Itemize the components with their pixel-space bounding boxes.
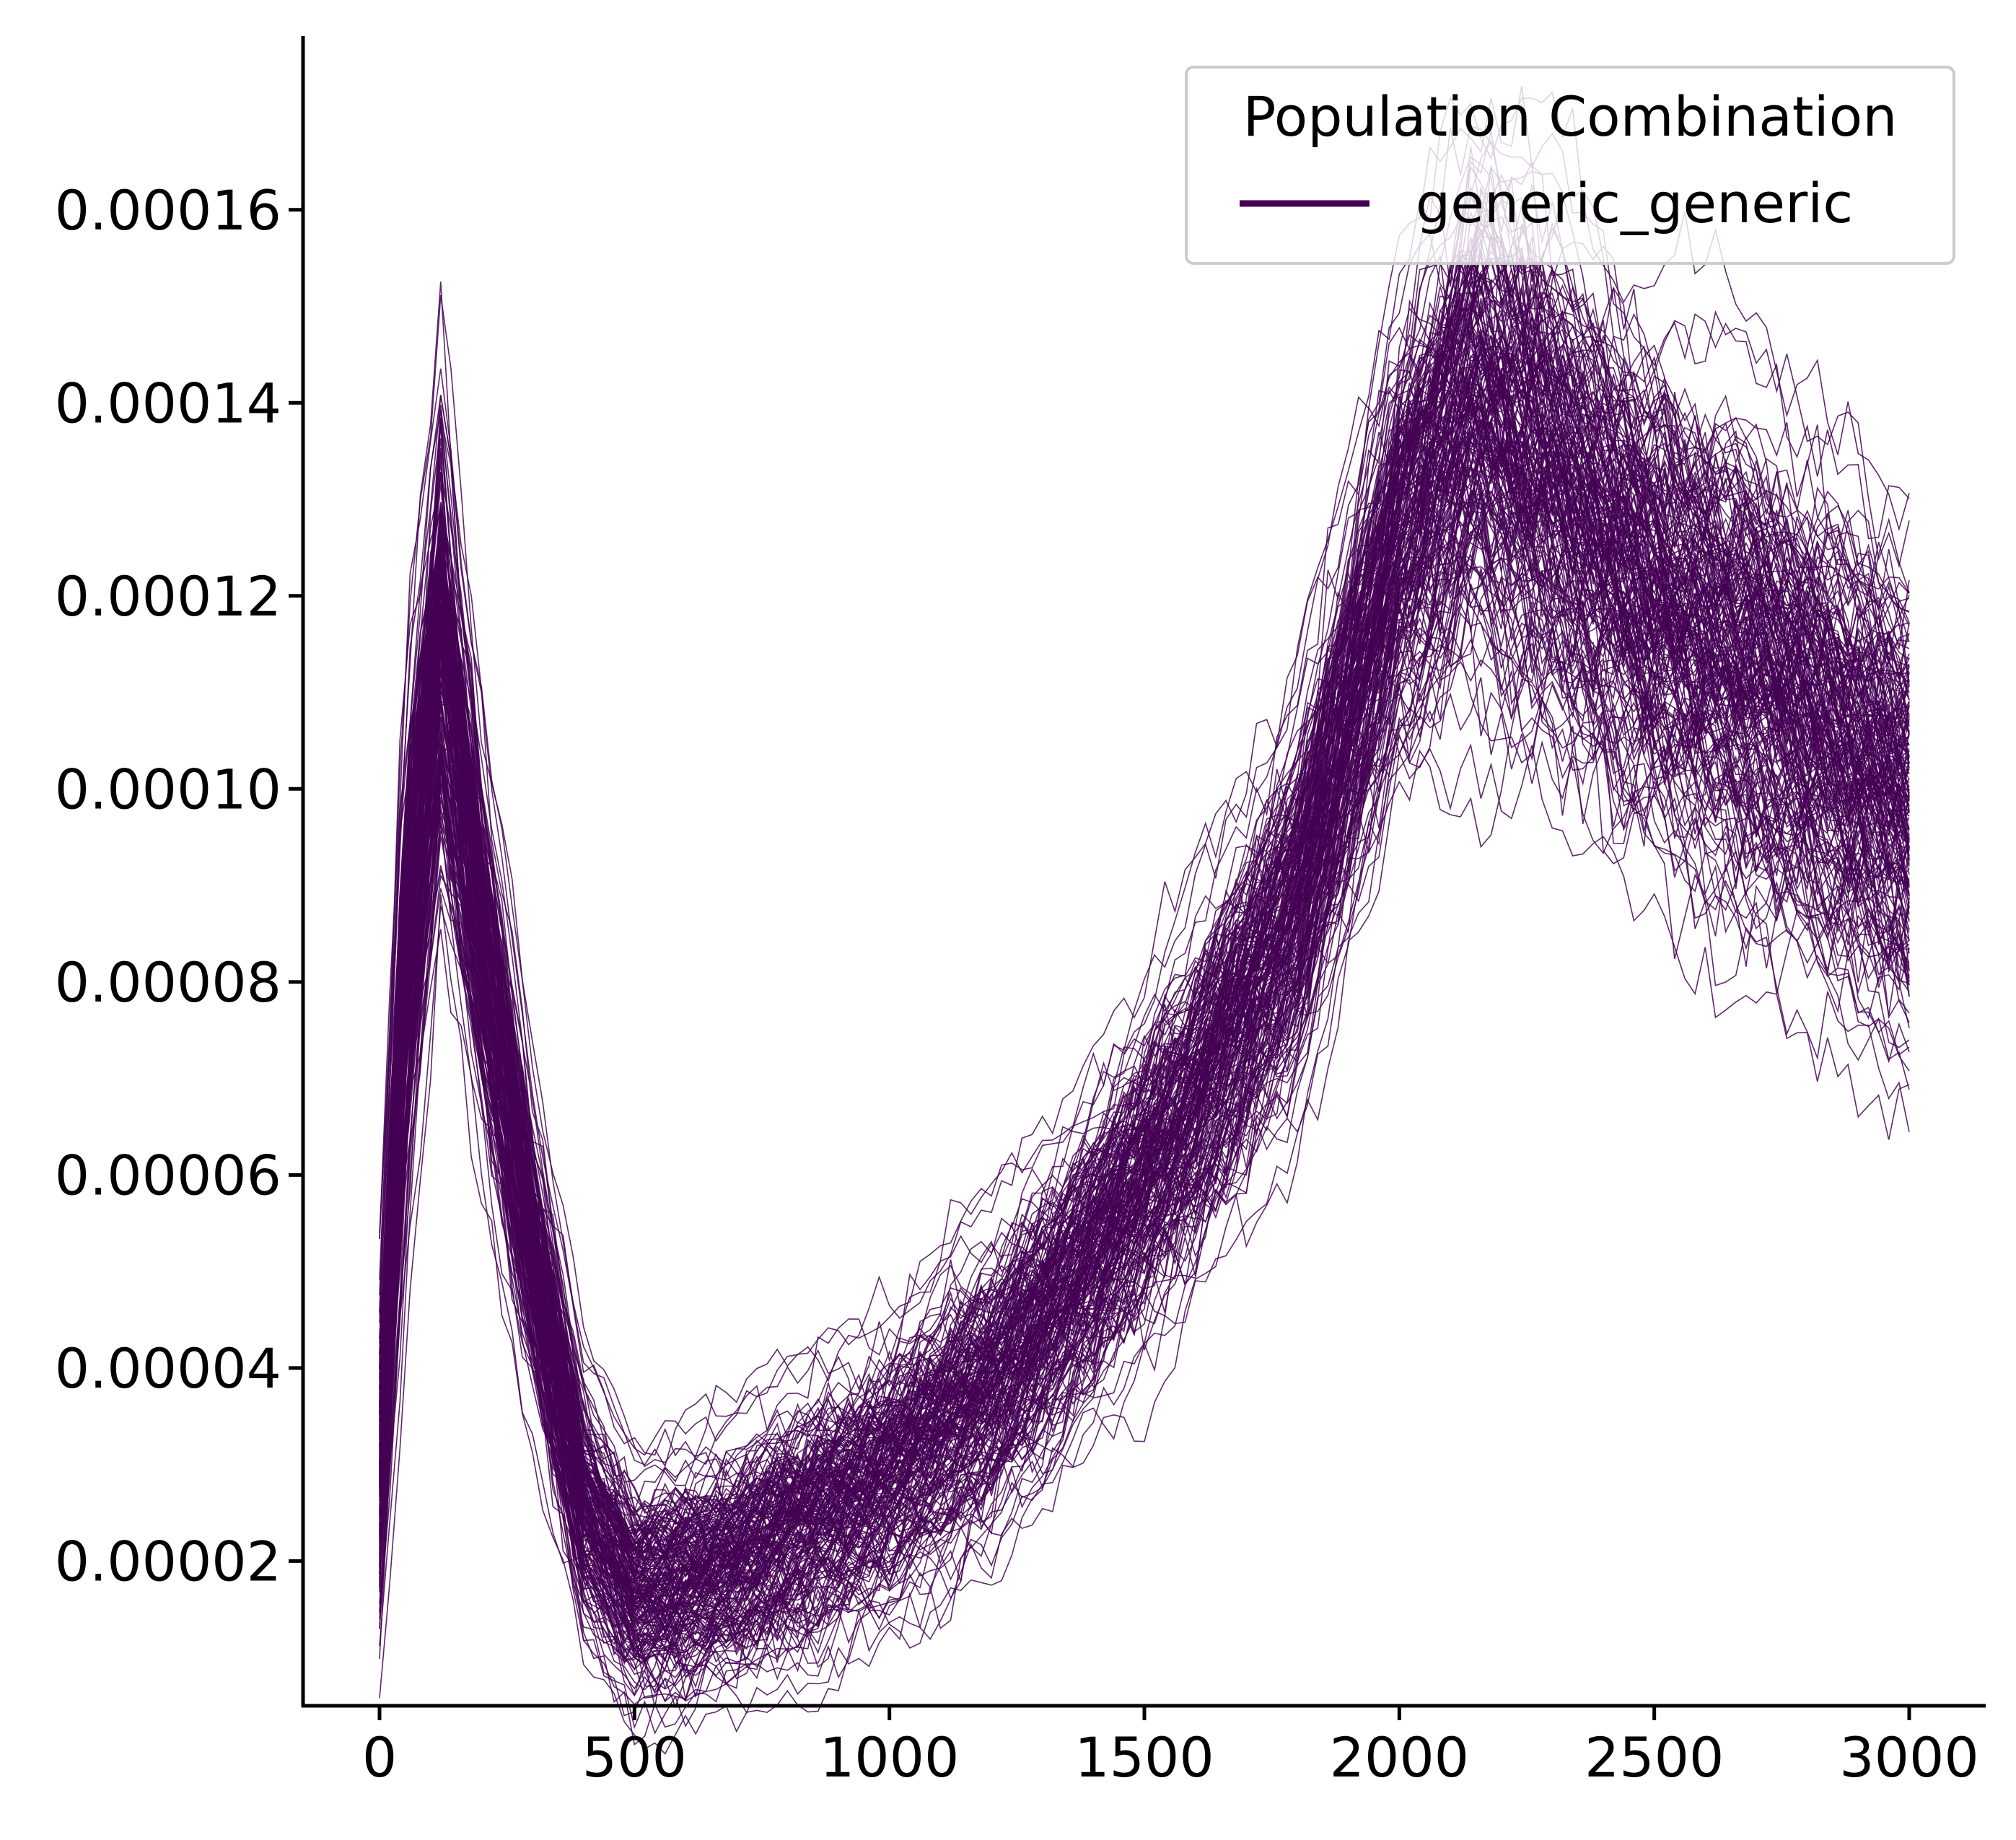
series-line-generic_generic xyxy=(379,489,1910,1657)
series-line-generic_generic xyxy=(379,189,1910,1541)
x-tick-label: 3000 xyxy=(1839,1725,1978,1789)
series-line-generic_generic xyxy=(379,402,1910,1611)
series-line-generic_generic xyxy=(379,609,1910,1697)
tick-marks-and-labels: 0 500 1000 1500 2000 2500 3000 0.00002 0.00004 0.… xyxy=(55,178,1979,1789)
legend: Population Combination generic_generic xyxy=(1185,66,1955,265)
y-tick-label: 0.00016 xyxy=(55,178,281,242)
series-line-generic_generic xyxy=(379,518,1910,1647)
series-line-generic_generic xyxy=(379,131,1910,1468)
y-tick-label: 0.00012 xyxy=(55,564,281,628)
series-line-generic_generic xyxy=(379,235,1910,1530)
series-line-generic_generic xyxy=(379,198,1910,1513)
series-line-generic_generic xyxy=(379,263,1910,1572)
series-line-generic_generic xyxy=(379,146,1910,1541)
series-line-generic_generic xyxy=(379,166,1910,1533)
series-line-generic_generic xyxy=(379,509,1910,1626)
series-line-generic_generic xyxy=(379,677,1910,1746)
series-line-generic_generic xyxy=(379,387,1910,1591)
series-line-generic_generic xyxy=(379,200,1910,1540)
series-line-generic_generic xyxy=(379,364,1910,1573)
x-tick-label: 0 xyxy=(362,1725,397,1789)
legend-entry-label: generic_generic xyxy=(1416,171,1853,235)
series-line-generic_generic xyxy=(379,309,1910,1556)
series-line-generic_generic xyxy=(379,285,1910,1581)
series-line-generic_generic xyxy=(379,354,1910,1623)
series-line-generic_generic xyxy=(379,233,1910,1551)
x-tick-label: 500 xyxy=(582,1725,687,1789)
x-tick-label: 1000 xyxy=(820,1725,959,1789)
y-tick-label: 0.00006 xyxy=(55,1143,281,1207)
y-tick-label: 0.00002 xyxy=(55,1529,281,1593)
series-line-generic_generic xyxy=(379,273,1910,1546)
y-tick-label: 0.00008 xyxy=(55,950,281,1015)
series-line-generic_generic xyxy=(379,448,1910,1631)
series-line-generic_generic xyxy=(379,140,1910,1536)
x-tick-label: 2000 xyxy=(1330,1725,1469,1789)
series-line-generic_generic xyxy=(379,91,1910,1466)
series-line-generic_generic xyxy=(379,272,1910,1560)
y-tick-label: 0.00014 xyxy=(55,371,281,435)
series-line-generic_generic xyxy=(379,612,1910,1649)
series-line-generic_generic xyxy=(379,490,1910,1662)
series-line-generic_generic xyxy=(379,156,1910,1529)
series-line-generic_generic xyxy=(379,413,1910,1629)
series-line-generic_generic xyxy=(379,282,1910,1565)
series-line-generic_generic xyxy=(379,492,1910,1702)
series-line-generic_generic xyxy=(379,346,1910,1574)
series-line-generic_generic xyxy=(379,253,1910,1537)
x-tick-label: 1500 xyxy=(1074,1725,1214,1789)
series-line-generic_generic xyxy=(379,343,1910,1602)
series-line-generic_generic xyxy=(379,353,1910,1587)
y-tick-label: 0.00004 xyxy=(55,1336,281,1401)
x-tick-label: 2500 xyxy=(1585,1725,1724,1789)
series-line-generic_generic xyxy=(379,539,1910,1672)
legend-box xyxy=(1185,66,1955,265)
series-line-generic_generic xyxy=(379,549,1910,1671)
series-line-generic_generic xyxy=(379,125,1910,1456)
series-line-generic_generic xyxy=(379,286,1910,1549)
y-tick-label: 0.00010 xyxy=(55,757,281,821)
series-lines xyxy=(379,86,1910,1755)
series-line-generic_generic xyxy=(379,248,1910,1530)
series-line-generic_generic xyxy=(379,211,1910,1560)
series-line-generic_generic xyxy=(379,266,1910,1583)
series-line-generic_generic xyxy=(379,395,1910,1633)
series-line-generic_generic xyxy=(379,201,1910,1571)
series-line-generic_generic xyxy=(379,185,1910,1525)
series-line-generic_generic xyxy=(379,354,1910,1600)
series-line-generic_generic xyxy=(379,359,1910,1603)
series-line-generic_generic xyxy=(379,239,1910,1574)
legend-title: Population Combination xyxy=(1243,84,1898,149)
